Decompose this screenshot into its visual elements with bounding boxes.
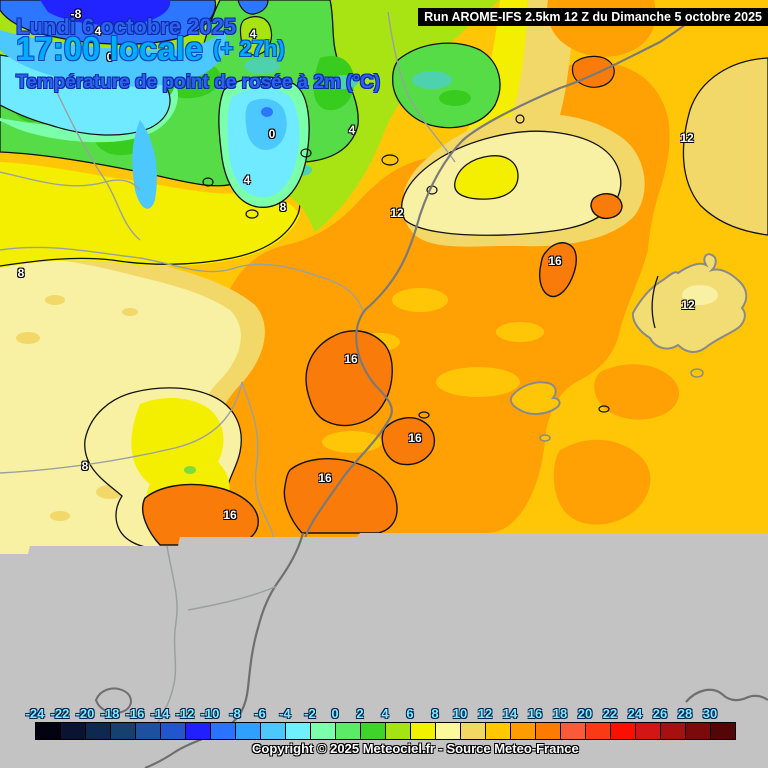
contour-value-label: 0	[106, 50, 114, 64]
date-title: Lundi 6 octobre 2025	[16, 14, 237, 39]
model-domain-area	[0, 0, 768, 554]
colorbar-label: 22	[602, 706, 618, 721]
ibiza-island	[509, 381, 561, 415]
colorbar-label: -24	[25, 706, 45, 721]
colorbar-label: 18	[552, 706, 568, 721]
colorbar-label: 20	[577, 706, 593, 721]
colorbar-swatch	[136, 723, 161, 739]
colorbar-swatch	[636, 723, 661, 739]
contour-value-label: 12	[680, 131, 694, 145]
colorbar-label: 4	[381, 706, 389, 721]
copyright-text: Copyright © 2025 Meteociel.fr - Source M…	[252, 741, 579, 756]
colorbar-label: 10	[452, 706, 468, 721]
africa-coastline	[685, 688, 768, 703]
colorbar-label: 30	[702, 706, 718, 721]
time-title: 17:00 locale (+ 27h)	[16, 30, 285, 68]
contour-value-label: 16	[344, 352, 358, 366]
colorbar-label: -8	[229, 706, 241, 721]
contour-value-label: 0	[268, 127, 276, 141]
contour-value-label: 8	[17, 266, 25, 280]
contour-value-label: 4	[249, 27, 257, 41]
colorbar-label: 6	[406, 706, 414, 721]
colorbar-swatches	[35, 722, 736, 740]
colorbar-swatch	[661, 723, 686, 739]
contour-value-label: 4	[243, 173, 251, 187]
colorbar-label: 16	[527, 706, 543, 721]
colorbar-label: -20	[75, 706, 95, 721]
contour-value-label: -8	[70, 7, 82, 21]
colorbar-label: -12	[175, 706, 195, 721]
colorbar-label: -16	[125, 706, 145, 721]
colorbar-swatch	[711, 723, 735, 739]
colorbar-swatch	[336, 723, 361, 739]
colorbar-swatch	[536, 723, 561, 739]
colorbar-swatch	[61, 723, 86, 739]
contour-value-label: 16	[223, 508, 237, 522]
colorbar-label: 24	[627, 706, 643, 721]
contour-value-label: 16	[408, 431, 422, 445]
time-value: 17:00 locale	[16, 30, 204, 67]
colorbar-swatch	[311, 723, 336, 739]
parameter-title: Température de point de rosée à 2m (°C)	[16, 72, 381, 93]
colorbar-swatch	[211, 723, 236, 739]
contour-value-label: 4	[348, 123, 356, 137]
colorbar-label: 26	[652, 706, 668, 721]
colorbar-label: 12	[477, 706, 493, 721]
colorbar-label: -2	[304, 706, 316, 721]
contour-value-label: 16	[548, 254, 562, 268]
coastline	[301, 11, 701, 546]
colorbar-label: 2	[356, 706, 364, 721]
colorbar-swatch	[286, 723, 311, 739]
colorbar-swatch	[111, 723, 136, 739]
colorbar-swatch	[511, 723, 536, 739]
colorbar-swatch	[436, 723, 461, 739]
colorbar-swatch	[261, 723, 286, 739]
colorbar-label: -22	[50, 706, 70, 721]
colorbar-swatch	[561, 723, 586, 739]
admin-borders	[0, 11, 456, 554]
colorbar-swatch	[586, 723, 611, 739]
colorbar-label: 0	[331, 706, 339, 721]
forecast-offset: (+ 27h)	[213, 36, 285, 61]
cabrera-island	[690, 368, 704, 378]
contour-value-label: 8	[81, 459, 89, 473]
colorbar-labels: -24 -22 -20 -18 -16 -14 -12 -10 -8 -6 -4 -2 0 2 4 6 8 10 1…	[0, 706, 768, 721]
colorbar-swatch	[461, 723, 486, 739]
formentera-island	[539, 434, 551, 442]
colorbar-swatch	[236, 723, 261, 739]
contour-value-label: -4	[90, 24, 102, 38]
colorbar-swatch	[386, 723, 411, 739]
colorbar-label: 28	[677, 706, 693, 721]
colorbar-label: 8	[431, 706, 439, 721]
contour-value-label: 8	[279, 200, 287, 214]
colorbar-swatch	[686, 723, 711, 739]
colorbar-label: -10	[200, 706, 220, 721]
outside-domain-lines	[94, 532, 768, 768]
colorbar-label: -14	[150, 706, 170, 721]
colorbar-swatch	[36, 723, 61, 739]
contour-value-label: 12	[681, 298, 695, 312]
colorbar-label: -18	[100, 706, 120, 721]
colorbar-swatch	[411, 723, 436, 739]
contour-value-label: 12	[390, 206, 404, 220]
colorbar-swatch	[486, 723, 511, 739]
colorbar-swatch	[186, 723, 211, 739]
colorbar-swatch	[611, 723, 636, 739]
colorbar-label: -4	[279, 706, 291, 721]
colorbar-swatch	[86, 723, 111, 739]
colorbar-label: -6	[254, 706, 266, 721]
model-run-banner: Run AROME-IFS 2.5km 12 Z du Dimanche 5 o…	[418, 8, 768, 26]
colorbar-label: 14	[502, 706, 518, 721]
contour-value-label: 16	[318, 471, 332, 485]
colorbar-swatch	[361, 723, 386, 739]
colorbar-swatch	[161, 723, 186, 739]
